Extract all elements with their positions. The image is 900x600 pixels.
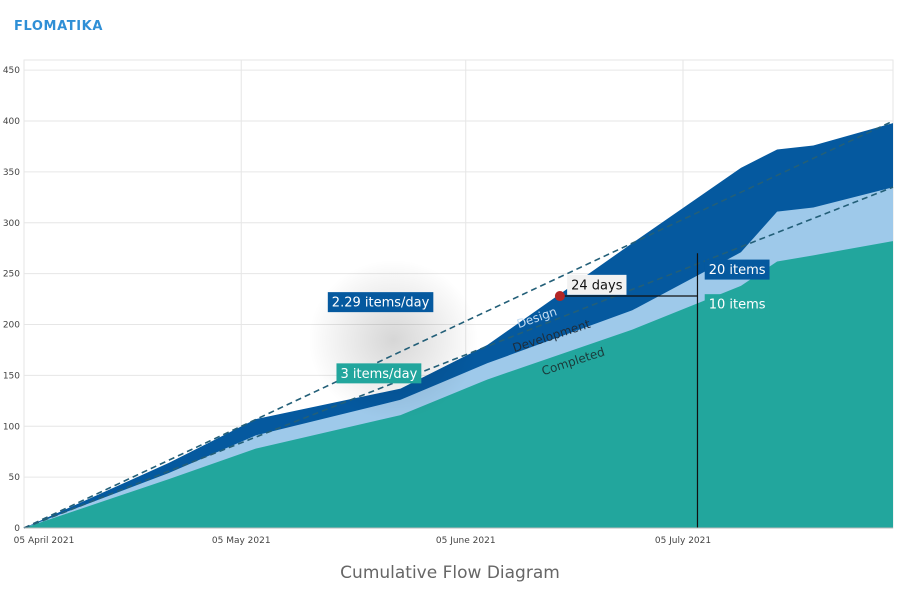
trend-layer bbox=[23, 120, 894, 529]
annotation-text: 20 items bbox=[709, 263, 766, 278]
y-tick-label: 150 bbox=[3, 371, 20, 381]
annotation-box bbox=[704, 259, 770, 280]
y-tick-label: 350 bbox=[3, 168, 20, 178]
y-tick-label: 300 bbox=[3, 219, 20, 229]
annotation-label: 3 items/day bbox=[336, 363, 422, 384]
y-tick-label: 400 bbox=[3, 117, 20, 127]
annotation-glow bbox=[308, 259, 479, 420]
x-tick-label: 05 July 2021 bbox=[655, 536, 711, 546]
annotation-label: 24 days bbox=[567, 274, 627, 295]
completed-area bbox=[24, 241, 893, 529]
y-tick-label: 200 bbox=[3, 321, 20, 331]
cycle-time-point bbox=[554, 291, 565, 302]
x-tick-label: 05 April 2021 bbox=[14, 536, 75, 546]
axis-layer: 0 50 100 150 200 250 300 350 400 450 05 April 2021… bbox=[3, 66, 893, 546]
y-tick-label: 100 bbox=[3, 422, 20, 432]
annotation-box bbox=[336, 363, 422, 384]
annotation-label: 2.29 items/day bbox=[327, 292, 434, 313]
annotation-text: 24 days bbox=[571, 278, 623, 293]
annotation-box bbox=[567, 274, 627, 295]
x-tick-label: 05 June 2021 bbox=[436, 536, 496, 546]
annotation-text: 10 items bbox=[709, 298, 766, 313]
cumulative-flow-chart: 0 50 100 150 200 250 300 350 400 450 05 April 2021… bbox=[3, 59, 894, 546]
annotation-text: 2.29 items/day bbox=[332, 296, 430, 311]
chart-caption: Cumulative Flow Diagram bbox=[340, 563, 560, 583]
annotation-box bbox=[327, 292, 434, 313]
annotation-label: 20 items bbox=[704, 259, 770, 280]
y-tick-label: 250 bbox=[3, 270, 20, 280]
y-tick-label: 50 bbox=[9, 473, 21, 483]
departure-trend-line bbox=[23, 186, 894, 529]
annotation-text: 3 items/day bbox=[340, 367, 417, 382]
y-tick-label: 0 bbox=[14, 524, 20, 534]
annotation-shadow bbox=[308, 259, 479, 420]
annotation-box bbox=[704, 294, 770, 315]
annotation-label: 10 items bbox=[704, 294, 770, 315]
x-tick-label: 05 May 2021 bbox=[212, 536, 271, 546]
y-tick-label: 450 bbox=[3, 66, 20, 76]
flomatika-logo: FLOMATIKA bbox=[14, 19, 103, 34]
